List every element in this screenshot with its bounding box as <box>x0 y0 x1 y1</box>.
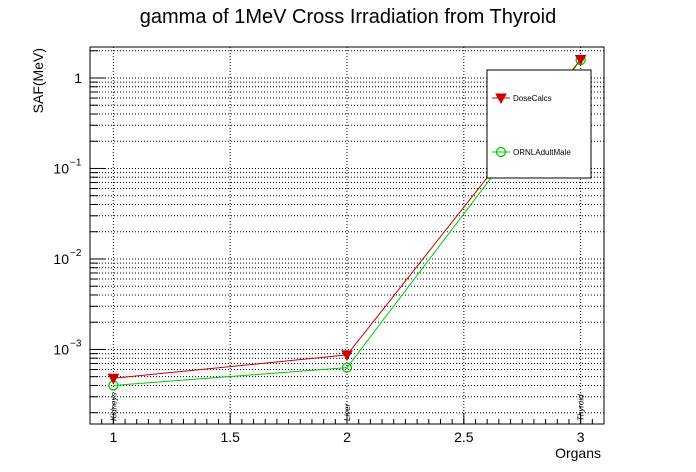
y-tick-labels: 10 −310 −210 −11 <box>53 70 82 357</box>
y-tick-label: 10 −3 <box>53 338 81 357</box>
axis-ticks <box>89 50 605 424</box>
x-tick-labels: 1 1.5 2 2.5 3 <box>109 429 584 445</box>
legend-label: DoseCalcs <box>513 94 552 103</box>
y-tick-base: 10 <box>53 251 69 267</box>
y-tick-base: 1 <box>74 70 82 86</box>
y-tick-exponent: −3 <box>70 338 82 349</box>
x-tick-label: 2 <box>343 429 351 445</box>
y-tick-label: 10 −1 <box>53 157 81 176</box>
y-tick-label: 10 −2 <box>53 248 81 267</box>
legend-entry: ORNLAdultMale <box>492 146 571 158</box>
data-point-marker <box>341 350 353 361</box>
y-tick-base: 10 <box>53 160 69 176</box>
y-axis-label: SAF(MeV) <box>30 48 46 113</box>
data-point-marker <box>341 362 353 373</box>
y-tick-exponent: −2 <box>70 248 82 259</box>
data-point-marker <box>495 146 507 158</box>
category-label: Kidneys <box>109 393 118 421</box>
y-tick-label: 1 <box>74 70 82 86</box>
data-point-marker <box>107 373 120 385</box>
x-tick-label: 1 <box>109 429 117 445</box>
x-tick-label: 3 <box>577 429 585 445</box>
y-tick-exponent: −1 <box>70 157 82 168</box>
legend: DoseCalcs ORNLAdultMale <box>486 69 592 179</box>
y-tick-base: 10 <box>53 341 69 357</box>
data-point-marker <box>495 93 507 105</box>
category-label: Liver <box>343 403 352 421</box>
x-tick-label: 2.5 <box>454 429 474 445</box>
x-tick-label: 1.5 <box>220 429 240 445</box>
chart-title: gamma of 1MeV Cross Irradiation from Thy… <box>140 6 556 28</box>
legend-entry: DoseCalcs <box>492 93 552 105</box>
data-point-marker <box>574 55 587 66</box>
legend-box <box>486 69 592 179</box>
legend-label: ORNLAdultMale <box>513 148 571 157</box>
x-axis-label: Organs <box>555 445 601 461</box>
category-labels: Kidneys Liver Thyroid <box>109 393 585 421</box>
category-label: Thyroid <box>577 394 586 421</box>
